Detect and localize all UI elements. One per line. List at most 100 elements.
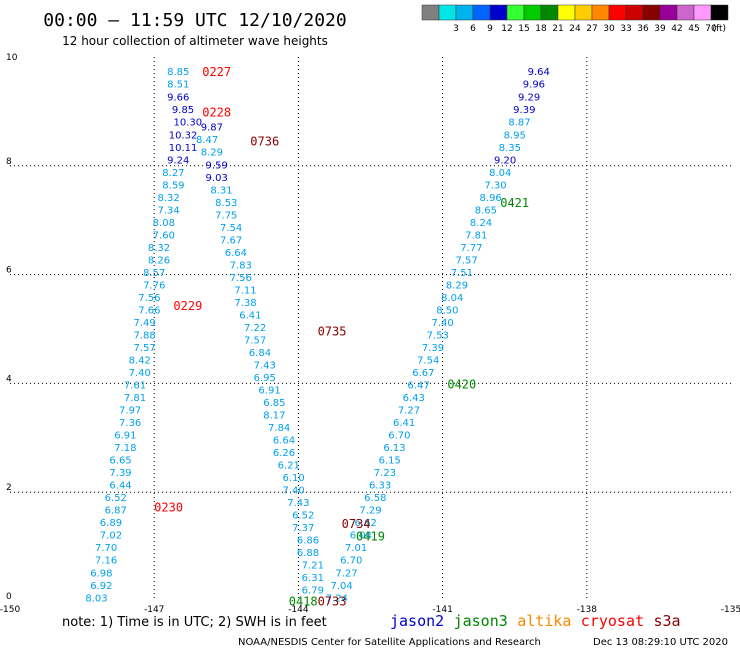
pass-time-label: 0421 (500, 196, 529, 210)
wave-height-label: 9.87 (201, 123, 223, 134)
wave-height-label: 6.91 (258, 385, 280, 396)
chart-title: 00:00 – 11:59 UTC 12/10/2020 (43, 10, 346, 31)
wave-height-label: 7.29 (359, 506, 381, 517)
pass-time-label: 0736 (250, 134, 279, 148)
pass-time-label: 0229 (173, 299, 202, 313)
wave-height-label: 7.11 (234, 285, 256, 296)
wave-height-label: 7.16 (95, 556, 117, 567)
legend-tick: 21 (552, 24, 563, 34)
x-tick-label: -144 (288, 605, 309, 615)
wave-height-label: 8.29 (201, 148, 223, 159)
legend-tick: 42 (671, 24, 682, 34)
wave-height-label: 6.47 (407, 381, 429, 392)
wave-height-label: 6.33 (369, 481, 391, 492)
wave-height-label: 6.43 (403, 393, 425, 404)
legend-swatch (676, 4, 695, 21)
wave-height-label: 7.97 (119, 406, 141, 417)
wave-height-label: 7.83 (230, 260, 252, 271)
wave-height-label: 6.67 (412, 368, 434, 379)
pass-time-label: 0227 (202, 65, 231, 79)
wave-height-label: 7.56 (138, 293, 160, 304)
x-tick-label: -141 (432, 605, 452, 615)
wave-height-label: 7.04 (331, 581, 353, 592)
legend-tick: 9 (487, 24, 493, 34)
wave-height-label: 7.43 (287, 498, 309, 509)
legend-swatch (523, 4, 542, 21)
y-tick-label: 8 (6, 157, 12, 167)
legend-tick: 6 (470, 24, 476, 34)
wave-height-label: 7.51 (451, 268, 473, 279)
wave-height-label: 8.87 (508, 117, 530, 128)
wave-height-label: 6.84 (249, 348, 271, 359)
legend-tick: 45 (688, 24, 699, 34)
wave-height-label: 9.66 (167, 92, 189, 103)
wave-height-label: 9.39 (513, 105, 535, 116)
wave-height-label: 7.24 (326, 593, 348, 604)
wave-height-label: 8.50 (436, 306, 458, 317)
wave-height-label: 8.26 (148, 255, 170, 266)
wave-height-label: 6.44 (109, 481, 131, 492)
wave-height-label: 8.04 (489, 168, 511, 179)
wave-height-label: 10.11 (169, 143, 198, 154)
wave-height-label: 7.39 (109, 468, 131, 479)
footer-note: note: 1) Time is in UTC; 2) SWH is in fe… (62, 615, 327, 630)
wave-height-label: 7.81 (124, 393, 146, 404)
wave-height-label: 8.32 (148, 243, 170, 254)
y-tick-label: 2 (6, 483, 12, 493)
wave-height-label: 7.57 (244, 335, 266, 346)
chart-subtitle: 12 hour collection of altimeter wave hei… (62, 34, 328, 48)
y-tick-label: 10 (6, 53, 18, 63)
wave-height-label: 7.30 (484, 180, 506, 191)
y-tick-label: 0 (6, 592, 12, 602)
legend-swatch (557, 4, 576, 21)
legend-tick: 15 (518, 24, 529, 34)
wave-height-label: 7.49 (133, 318, 155, 329)
wave-height-label: 7.34 (157, 205, 179, 216)
wave-height-label: 7.66 (138, 306, 160, 317)
pass-time-label: 0228 (202, 105, 231, 119)
wave-height-label: 8.95 (504, 130, 526, 141)
wave-height-label: 9.03 (206, 173, 228, 184)
wave-height-label: 10.32 (169, 130, 198, 141)
wave-height-label: 7.61 (124, 381, 146, 392)
wave-height-label: 7.81 (465, 230, 487, 241)
wave-height-label: 8.04 (441, 293, 463, 304)
wave-height-label: 7.38 (234, 298, 256, 309)
wave-height-label: 6.15 (379, 456, 401, 467)
wave-height-label: 7.01 (345, 543, 367, 554)
wave-height-label: 8.51 (167, 80, 189, 91)
wave-height-label: 7.57 (456, 255, 478, 266)
wave-height-label: 6.13 (383, 443, 405, 454)
satellite-legend-item: cryosat (581, 612, 644, 630)
wave-height-label: 6.52 (105, 493, 127, 504)
wave-height-label: 8.17 (263, 410, 285, 421)
x-tick-label: -135 (721, 605, 740, 615)
satellite-legend-item: altika (517, 612, 571, 630)
wave-height-label: 8.35 (499, 143, 521, 154)
wave-height-label: 6.31 (302, 573, 324, 584)
legend-tick: 27 (586, 24, 597, 34)
legend-swatch (421, 4, 440, 21)
wave-height-label: 7.21 (302, 561, 324, 572)
wave-height-label: 8.96 (480, 193, 502, 204)
wave-height-label: 7.60 (153, 230, 175, 241)
y-tick-label: 6 (6, 266, 12, 276)
wave-height-label: 7.67 (220, 235, 242, 246)
wave-height-label: 7.75 (215, 210, 237, 221)
wave-height-label: 8.47 (196, 135, 218, 146)
wave-height-label: 7.57 (133, 343, 155, 354)
wave-height-label: 6.86 (297, 536, 319, 547)
wave-height-label: 9.24 (167, 155, 189, 166)
legend-swatch (591, 4, 610, 21)
legend-swatch (506, 4, 525, 21)
wave-height-label: 6.95 (254, 373, 276, 384)
wave-height-label: 9.59 (206, 160, 228, 171)
wave-height-label: 8.24 (470, 218, 492, 229)
wave-height-label: 8.32 (157, 193, 179, 204)
wave-height-label: 7.54 (417, 356, 439, 367)
legend-swatch (455, 4, 474, 21)
legend-tick: 33 (620, 24, 631, 34)
satellite-legend: jason2 jason3 altika cryosat s3a (390, 612, 681, 630)
wave-height-label: 7.27 (335, 568, 357, 579)
wave-height-label: 7.02 (100, 531, 122, 542)
